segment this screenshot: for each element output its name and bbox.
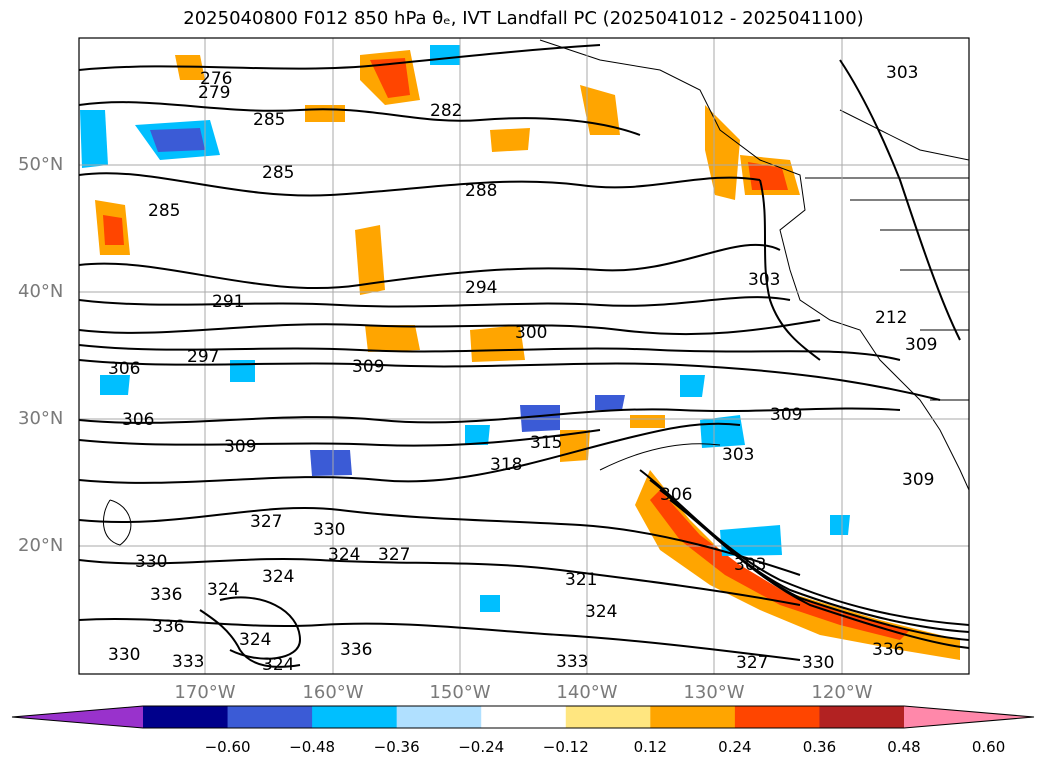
contour-label: 336 [152, 617, 184, 637]
colorbar-segment [396, 706, 482, 728]
contour-label: 309 [770, 405, 802, 425]
contour-label: 276 [200, 69, 232, 89]
colorbar-tick-label: 0.24 [718, 738, 752, 756]
contour-label: 324 [239, 630, 271, 650]
contour-label: 303 [886, 63, 918, 83]
contour-label: 330 [108, 645, 140, 665]
contour-label: 309 [902, 470, 934, 490]
thin-contours [102, 443, 721, 546]
contour-label: 309 [224, 437, 256, 457]
contour-label: 324 [262, 567, 294, 587]
contour-label: 333 [556, 652, 588, 672]
contour-label: 306 [122, 410, 154, 430]
contour-label: 279 [198, 83, 230, 103]
contour-label: 330 [135, 552, 167, 572]
contour-label: 333 [172, 652, 204, 672]
contour-label: 285 [148, 201, 180, 221]
contour-label: 336 [340, 640, 372, 660]
colorbar-tick-label: 0.60 [971, 738, 1006, 756]
contour-label: 324 [207, 580, 239, 600]
lon-label: 120°W [811, 682, 873, 703]
contour-labels: 276 279 285 282 285 303 285 288 291 294 … [108, 63, 937, 675]
map-frame [78, 37, 970, 675]
colorbar-tick-label: −0.60 [204, 738, 251, 756]
lon-label: 150°W [429, 682, 491, 703]
contour-label: 306 [660, 485, 692, 505]
contour-label: 336 [872, 640, 904, 660]
contour-label: 324 [585, 602, 617, 622]
coastlines [539, 39, 969, 491]
colorbar-segment [650, 706, 736, 728]
contour-label: 288 [465, 181, 497, 201]
contour-label: 330 [313, 520, 345, 540]
contour-label: 309 [905, 335, 937, 355]
colorbar-segment [312, 706, 398, 728]
contour-label: 309 [352, 357, 384, 377]
contour-label: 303 [748, 270, 780, 290]
colorbar-segment [819, 706, 905, 728]
contour-label: 303 [734, 555, 766, 575]
colorbar-tick-label: 0.12 [633, 738, 668, 756]
colorbar-tick-label: −0.24 [458, 738, 505, 756]
gridlines [79, 38, 969, 674]
contour-label: 300 [515, 323, 547, 343]
contour-label: 321 [565, 570, 597, 590]
contour-label: 297 [187, 347, 219, 367]
contour-label: 324 [328, 545, 360, 565]
map-title: 2025040800 F012 850 hPa θₑ, IVT Landfall… [183, 8, 864, 29]
contour-label: 327 [250, 512, 282, 532]
lon-label: 130°W [683, 682, 745, 703]
colorbar-tick-label: 0.48 [887, 738, 921, 756]
colorbar-tick-label: −0.12 [542, 738, 589, 756]
lat-label: 30°N [18, 408, 64, 429]
colorbar-tick-label: −0.48 [289, 738, 336, 756]
lon-label: 140°W [556, 682, 618, 703]
colorbar-tick-label: 0.36 [802, 738, 837, 756]
colorbar-extend-right [904, 706, 1034, 728]
contour-label: 306 [108, 359, 140, 379]
contour-label: 303 [722, 445, 754, 465]
contour-label: 324 [262, 655, 294, 675]
contour-label: 285 [262, 163, 294, 183]
contour-label: 330 [802, 653, 834, 673]
contour-label: 282 [430, 101, 462, 121]
lat-label: 50°N [18, 154, 64, 175]
colorbar-extend-left [12, 706, 143, 728]
contour-label: 212 [875, 308, 907, 328]
colorbar-segment [143, 706, 229, 728]
colorbar-segment [481, 706, 567, 728]
colorbar-segment [565, 706, 651, 728]
lon-label: 160°W [302, 682, 364, 703]
map-area [79, 38, 969, 674]
colorbar-tick-label: −0.36 [373, 738, 420, 756]
lat-label: 20°N [18, 535, 64, 556]
contour-label: 291 [212, 292, 244, 312]
contour-label: 294 [465, 278, 497, 298]
contour-label: 285 [253, 110, 285, 130]
colorbar-outline [11, 705, 1035, 729]
lon-label: 170°W [174, 682, 236, 703]
contour-label: 318 [490, 455, 522, 475]
contour-label: 327 [736, 653, 768, 673]
colorbar-segment [227, 706, 313, 728]
colorbar [11, 705, 1035, 729]
contour-label: 315 [530, 433, 562, 453]
contour-label: 327 [378, 545, 410, 565]
colorbar-segment [734, 706, 820, 728]
lat-label: 40°N [18, 281, 64, 302]
contour-label: 336 [150, 585, 182, 605]
theta-e-contours [79, 44, 969, 668]
